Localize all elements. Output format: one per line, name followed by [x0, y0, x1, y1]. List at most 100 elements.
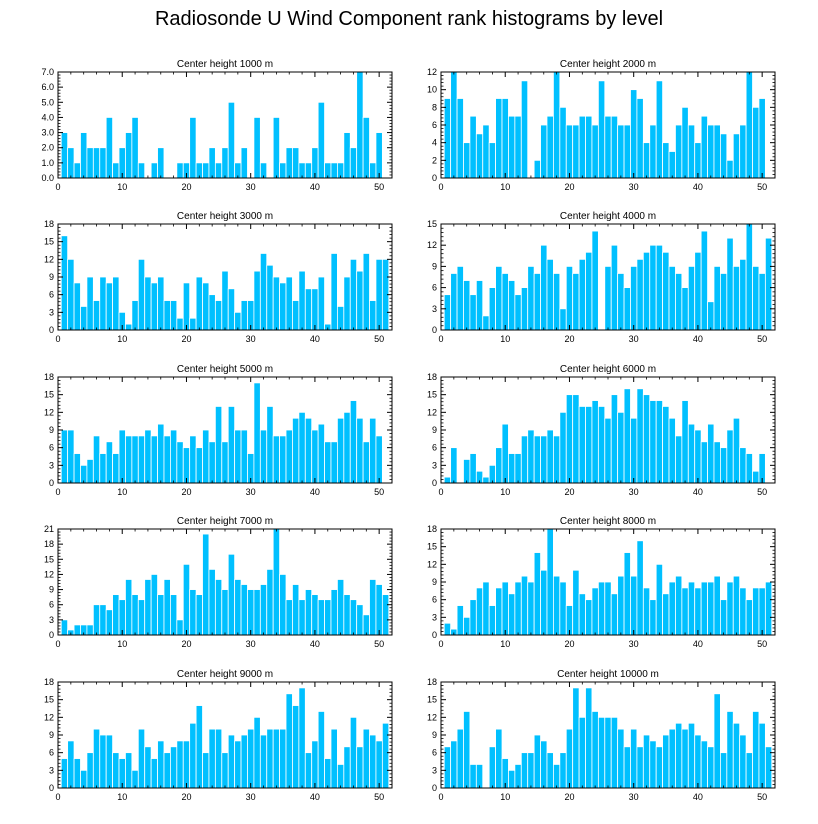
y-tick-label: 12: [427, 712, 437, 722]
bar: [298, 599, 306, 636]
bar: [630, 89, 638, 179]
y-tick-label: 15: [44, 237, 54, 247]
bar: [214, 162, 223, 179]
bar: [157, 147, 165, 179]
y-tick-label: 15: [427, 695, 437, 705]
bar: [150, 758, 158, 789]
x-tick-label: 50: [757, 792, 767, 802]
bar: [182, 447, 191, 484]
bar: [636, 746, 644, 789]
y-tick-label: 18: [44, 219, 54, 229]
bar: [527, 581, 535, 636]
bar: [655, 400, 663, 484]
y-tick-label: 21: [44, 524, 54, 534]
bar: [694, 587, 702, 636]
bar: [675, 124, 683, 179]
y-tick-label: 6: [432, 595, 437, 605]
bar: [617, 411, 625, 484]
bar: [343, 594, 351, 636]
bar: [259, 734, 268, 789]
bar: [520, 287, 529, 331]
bar: [745, 71, 753, 179]
histogram-panel-8: Center height 8000 m 0 3 6 9 12 15 18 0 10 20 30 40 5…: [427, 516, 776, 649]
bar: [745, 599, 753, 636]
bar: [105, 734, 113, 789]
bar: [292, 417, 300, 484]
bar: [553, 764, 561, 789]
bar: [80, 132, 88, 179]
y-tick-label: 0: [49, 325, 54, 335]
y-tick-label: 10: [427, 85, 437, 95]
bar: [324, 441, 332, 484]
bar: [234, 429, 242, 484]
bar: [604, 115, 612, 179]
bar: [227, 406, 236, 484]
bar: [707, 301, 715, 331]
bar: [675, 722, 683, 789]
bar: [514, 764, 522, 789]
bar: [137, 435, 146, 484]
y-tick-label: 12: [44, 712, 54, 722]
bar: [144, 276, 152, 331]
y-tick-label: 15: [44, 695, 54, 705]
bar: [668, 581, 676, 636]
bar: [234, 311, 242, 331]
bar: [163, 752, 171, 789]
bar: [469, 599, 477, 636]
bar: [585, 115, 593, 179]
bar: [266, 264, 274, 331]
y-tick-label: 6: [49, 290, 54, 300]
bar: [118, 429, 126, 484]
x-tick-label: 10: [500, 487, 510, 497]
bar: [469, 453, 477, 484]
bar: [80, 769, 88, 789]
bar: [694, 734, 702, 789]
bar: [362, 728, 370, 789]
y-tick-label: 15: [427, 542, 437, 552]
bar: [279, 728, 287, 789]
bar: [298, 411, 306, 484]
bar: [636, 540, 644, 636]
bar: [540, 435, 548, 484]
y-tick-label: 6: [432, 283, 437, 293]
bar: [572, 569, 580, 636]
bar: [572, 394, 580, 484]
bar: [694, 251, 702, 331]
bar: [630, 575, 638, 636]
bar: [501, 581, 509, 636]
bar: [559, 106, 567, 179]
y-tick-label: 0: [49, 783, 54, 793]
bar: [227, 734, 236, 789]
bar: [732, 265, 741, 331]
x-tick-label: 50: [374, 182, 384, 192]
x-tick-label: 40: [310, 182, 320, 192]
bar: [304, 589, 313, 636]
bar: [259, 253, 268, 331]
bar: [456, 265, 464, 331]
bar: [99, 453, 107, 484]
y-tick-label: 4.0: [41, 112, 54, 122]
x-tick-label: 20: [181, 792, 191, 802]
bar: [604, 417, 612, 484]
y-tick-label: 0.0: [41, 173, 54, 183]
bar: [221, 270, 229, 331]
bar: [311, 740, 319, 789]
bar: [369, 734, 377, 789]
x-tick-label: 30: [629, 639, 639, 649]
bar: [553, 575, 561, 636]
bar: [578, 258, 586, 331]
bar: [533, 552, 541, 636]
bar: [214, 406, 223, 484]
bar: [617, 728, 625, 789]
y-tick-label: 0: [432, 173, 437, 183]
bar: [86, 276, 94, 331]
bar: [292, 705, 300, 789]
bar: [369, 162, 377, 179]
bar: [330, 253, 338, 331]
bar: [163, 579, 171, 636]
bar: [655, 746, 663, 789]
bar: [565, 728, 574, 789]
y-tick-label: 3.0: [41, 128, 54, 138]
y-tick-label: 15: [44, 390, 54, 400]
